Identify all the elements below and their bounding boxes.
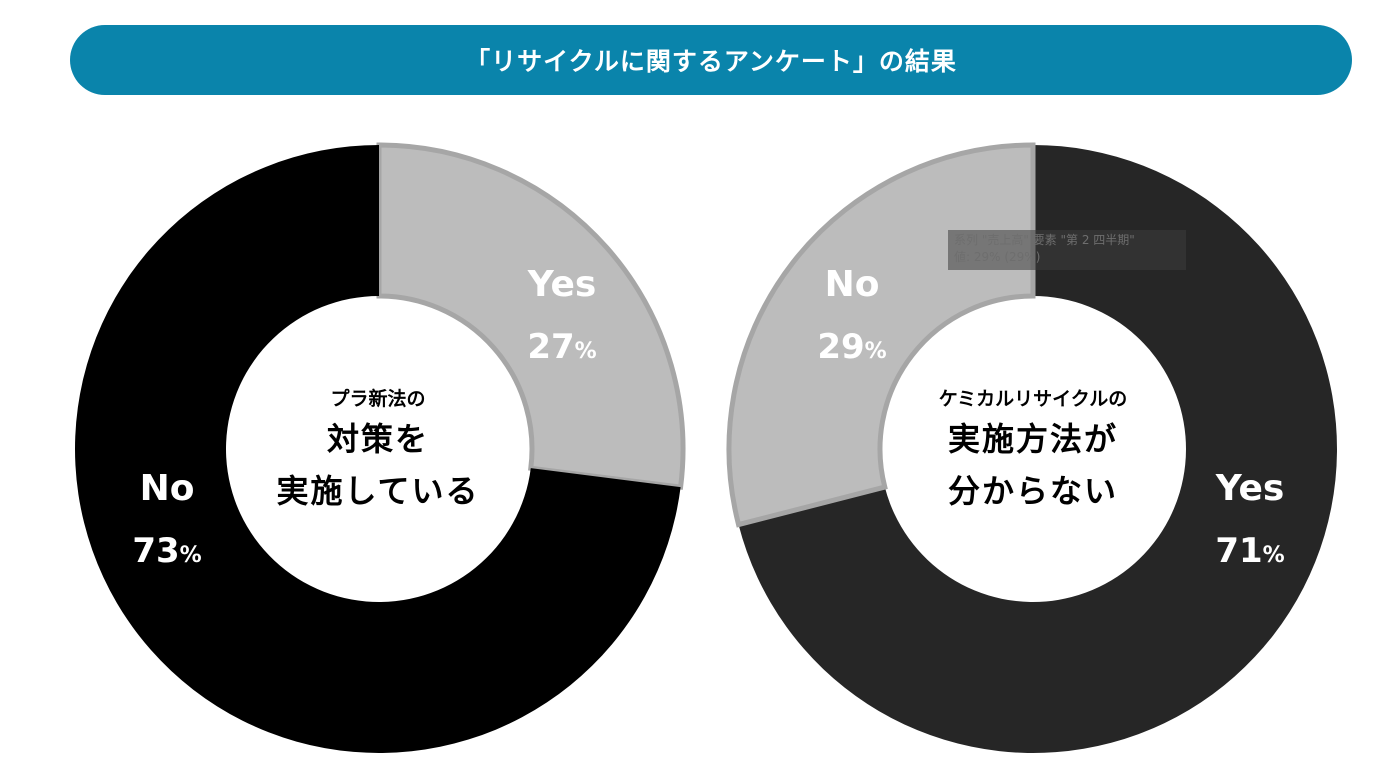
- tooltip-line-series: 系列 "売上高" 要素 "第 2 四半期": [954, 233, 1135, 247]
- chart2-center-line2: 分からない: [947, 472, 1118, 510]
- slice-no: [75, 145, 681, 753]
- chart1-center-line2: 実施している: [276, 472, 480, 510]
- slice-yes: [738, 145, 1337, 753]
- slice-value-yes: 71%: [1215, 531, 1284, 571]
- tooltip-line-value: 値: 29% (29%): [954, 250, 1041, 264]
- chart1-center-line1: 対策を: [326, 420, 429, 458]
- donut-chart-recycling-law: Yes 27% No 73%: [75, 142, 686, 753]
- chart1-center-small: プラ新法の: [330, 388, 426, 410]
- slice-value-no: 73%: [132, 531, 201, 571]
- chart1-center-label: プラ新法の 対策を 実施している: [243, 385, 513, 517]
- slice-label-no: No: [140, 468, 195, 509]
- chart2-center-label: ケミカルリサイクルの 実施方法が 分からない: [898, 385, 1168, 517]
- page-title: 「リサイクルに関するアンケート」の結果: [465, 47, 957, 76]
- chart2-center-small: ケミカルリサイクルの: [938, 388, 1128, 410]
- slice-label-no: No: [825, 264, 880, 305]
- chart2-center-line1: 実施方法が: [947, 420, 1118, 458]
- chart-tooltip: 系列 "売上高" 要素 "第 2 四半期" 値: 29% (29%): [948, 230, 1186, 270]
- title-banner: 「リサイクルに関するアンケート」の結果: [70, 25, 1352, 95]
- slice-value-yes: 27%: [527, 327, 596, 367]
- slice-value-no: 29%: [817, 327, 886, 367]
- slice-label-yes: Yes: [1215, 468, 1285, 509]
- slice-yes: [376, 142, 686, 490]
- slice-label-yes: Yes: [527, 264, 597, 305]
